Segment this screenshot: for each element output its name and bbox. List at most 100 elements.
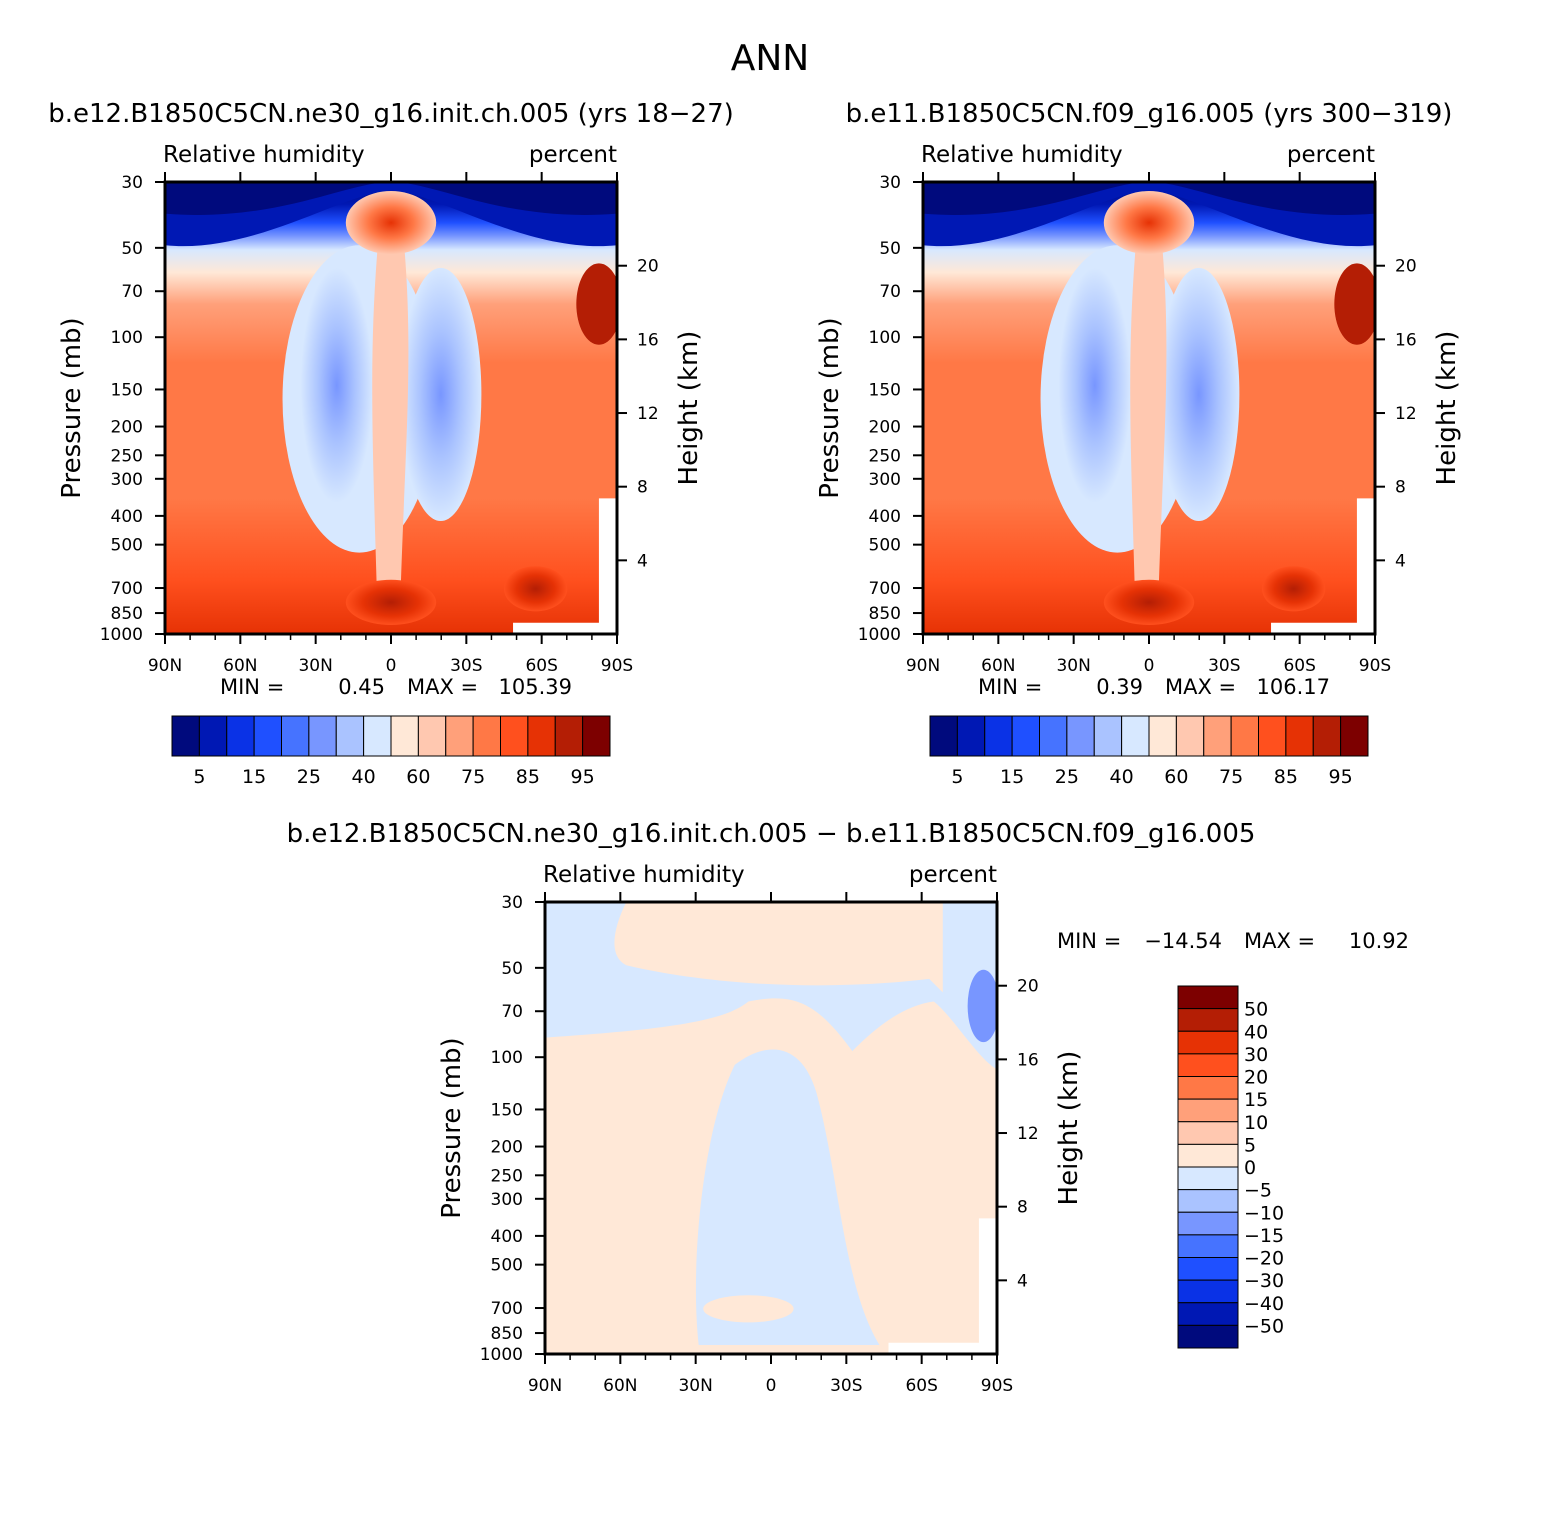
colorbar-label: 10 <box>1244 1112 1268 1134</box>
colorbar-swatch <box>500 715 529 757</box>
boundary-layer-max <box>1103 579 1195 625</box>
min-label: MIN = <box>1057 929 1121 953</box>
colorbar-swatch <box>1177 1279 1239 1304</box>
x-tick-label: 60N <box>603 1376 637 1396</box>
y-tick-label: 100 <box>111 328 143 348</box>
right-subtitle: percent <box>1287 142 1375 168</box>
y2-tick-label: 20 <box>637 257 659 277</box>
y-tick-label: 850 <box>869 604 901 624</box>
missing-data-mask <box>513 498 617 634</box>
positive-patch <box>703 1295 794 1323</box>
x-tick-label: 60S <box>1283 656 1315 676</box>
x-tick-label: 60S <box>905 1376 937 1396</box>
colorbar-swatch <box>1258 715 1287 757</box>
y-tick-label: 150 <box>111 380 143 400</box>
y2-tick-label: 20 <box>1017 977 1039 997</box>
y-tick-label: 150 <box>869 380 901 400</box>
y-tick-label: 250 <box>111 446 143 466</box>
y-tick-label: 50 <box>121 239 143 259</box>
panel-title: b.e12.B1850C5CN.ne30_g16.init.ch.005 − b… <box>287 819 1256 849</box>
y2-tick-label: 4 <box>1395 551 1406 571</box>
x-tick-label: 30S <box>450 656 482 676</box>
left-subtitle: Relative humidity <box>163 142 365 168</box>
colorbar-label: −10 <box>1244 1202 1284 1224</box>
x-tick-label: 90S <box>1359 656 1391 676</box>
dry-lobe-north <box>1058 267 1131 503</box>
figure-title: ANN <box>731 38 810 79</box>
southern-bl-max <box>504 566 568 612</box>
y2-tick-label: 8 <box>1395 478 1406 498</box>
southern-upper-max <box>576 263 617 345</box>
southern-upper-max <box>1334 263 1375 345</box>
x-tick-label: 60N <box>223 656 257 676</box>
colorbar-swatch <box>226 715 255 757</box>
colorbar-swatch <box>281 715 310 757</box>
max-label: MAX = <box>1165 675 1236 699</box>
max-value: 10.92 <box>1349 929 1409 953</box>
y2-tick-label: 8 <box>1017 1198 1028 1218</box>
colorbar-swatch <box>335 715 365 757</box>
y2-tick-label: 8 <box>637 478 648 498</box>
colorbar: 5 15 25 40 60 75 85 95 <box>929 715 1369 788</box>
y-tick-label: 250 <box>869 446 901 466</box>
southern-bl-max <box>1262 566 1326 612</box>
colorbar-label: 5 <box>1244 1134 1256 1156</box>
colorbar-swatch <box>1177 1234 1239 1258</box>
y-tick-label: 400 <box>111 507 143 527</box>
max-value: 106.17 <box>1257 675 1330 699</box>
colorbar-swatch <box>1177 1053 1239 1077</box>
y-tick-label: 1000 <box>480 1345 523 1365</box>
equatorial-moist-tongue <box>1130 249 1167 612</box>
contour-field <box>165 182 617 634</box>
x-tick-label: 90N <box>906 656 940 676</box>
left-subtitle: Relative humidity <box>543 862 745 888</box>
colorbar-swatch <box>1177 1143 1239 1168</box>
y-tick-label: 200 <box>491 1138 523 1158</box>
stratosphere-driest <box>165 182 617 215</box>
colorbar-swatch <box>1093 715 1123 757</box>
colorbar-swatch <box>1177 1098 1239 1123</box>
colorbar-swatch <box>1177 1211 1239 1236</box>
dry-lobe-south <box>400 267 482 521</box>
colorbar-swatch <box>1121 715 1150 757</box>
colorbar-label: 25 <box>1055 766 1079 788</box>
colorbar-swatch <box>1177 1166 1239 1191</box>
y-tick-label: 100 <box>869 328 901 348</box>
colorbar-label: 95 <box>1329 766 1353 788</box>
colorbar-swatch <box>984 715 1013 757</box>
colorbar-label: −15 <box>1244 1225 1284 1247</box>
y2-axis-label: Height (km) <box>674 331 704 486</box>
y-axis-label: Pressure (mb) <box>815 317 845 498</box>
y-axis-label: Pressure (mb) <box>57 317 87 498</box>
y-tick-label: 700 <box>869 579 901 599</box>
colorbar-label: 15 <box>242 766 266 788</box>
y-tick-label: 70 <box>121 282 143 302</box>
y-tick-label: 500 <box>869 536 901 556</box>
colorbar-swatch <box>363 715 392 757</box>
y-tick-label: 30 <box>121 173 143 193</box>
tropopause-moist-cap <box>1103 191 1195 255</box>
colorbar-label: 95 <box>571 766 595 788</box>
colorbar-swatch <box>390 715 419 757</box>
colorbar-label: 40 <box>352 766 376 788</box>
colorbar-label: −30 <box>1244 1270 1284 1292</box>
y2-tick-label: 12 <box>1395 404 1417 424</box>
max-label: MAX = <box>1244 929 1315 953</box>
colorbar-swatch <box>1203 715 1232 757</box>
colorbar-label: −50 <box>1244 1315 1284 1337</box>
x-tick-label: 30S <box>830 1376 862 1396</box>
contour-field <box>923 182 1375 634</box>
x-tick-label: 30S <box>1208 656 1240 676</box>
y2-tick-label: 20 <box>1395 257 1417 277</box>
panel-p3: b.e12.B1850C5CN.ne30_g16.init.ch.005 − b… <box>287 819 1409 1396</box>
x-tick-label: 60N <box>981 656 1015 676</box>
x-tick-label: 90N <box>528 1376 562 1396</box>
tropopause-moist-cap <box>345 191 437 255</box>
colorbar-swatch <box>1177 1189 1239 1213</box>
colorbar-swatch <box>1039 715 1068 757</box>
colorbar-swatch <box>445 715 474 757</box>
colorbar-swatch <box>1066 715 1095 757</box>
dry-lobe-north <box>300 267 373 503</box>
